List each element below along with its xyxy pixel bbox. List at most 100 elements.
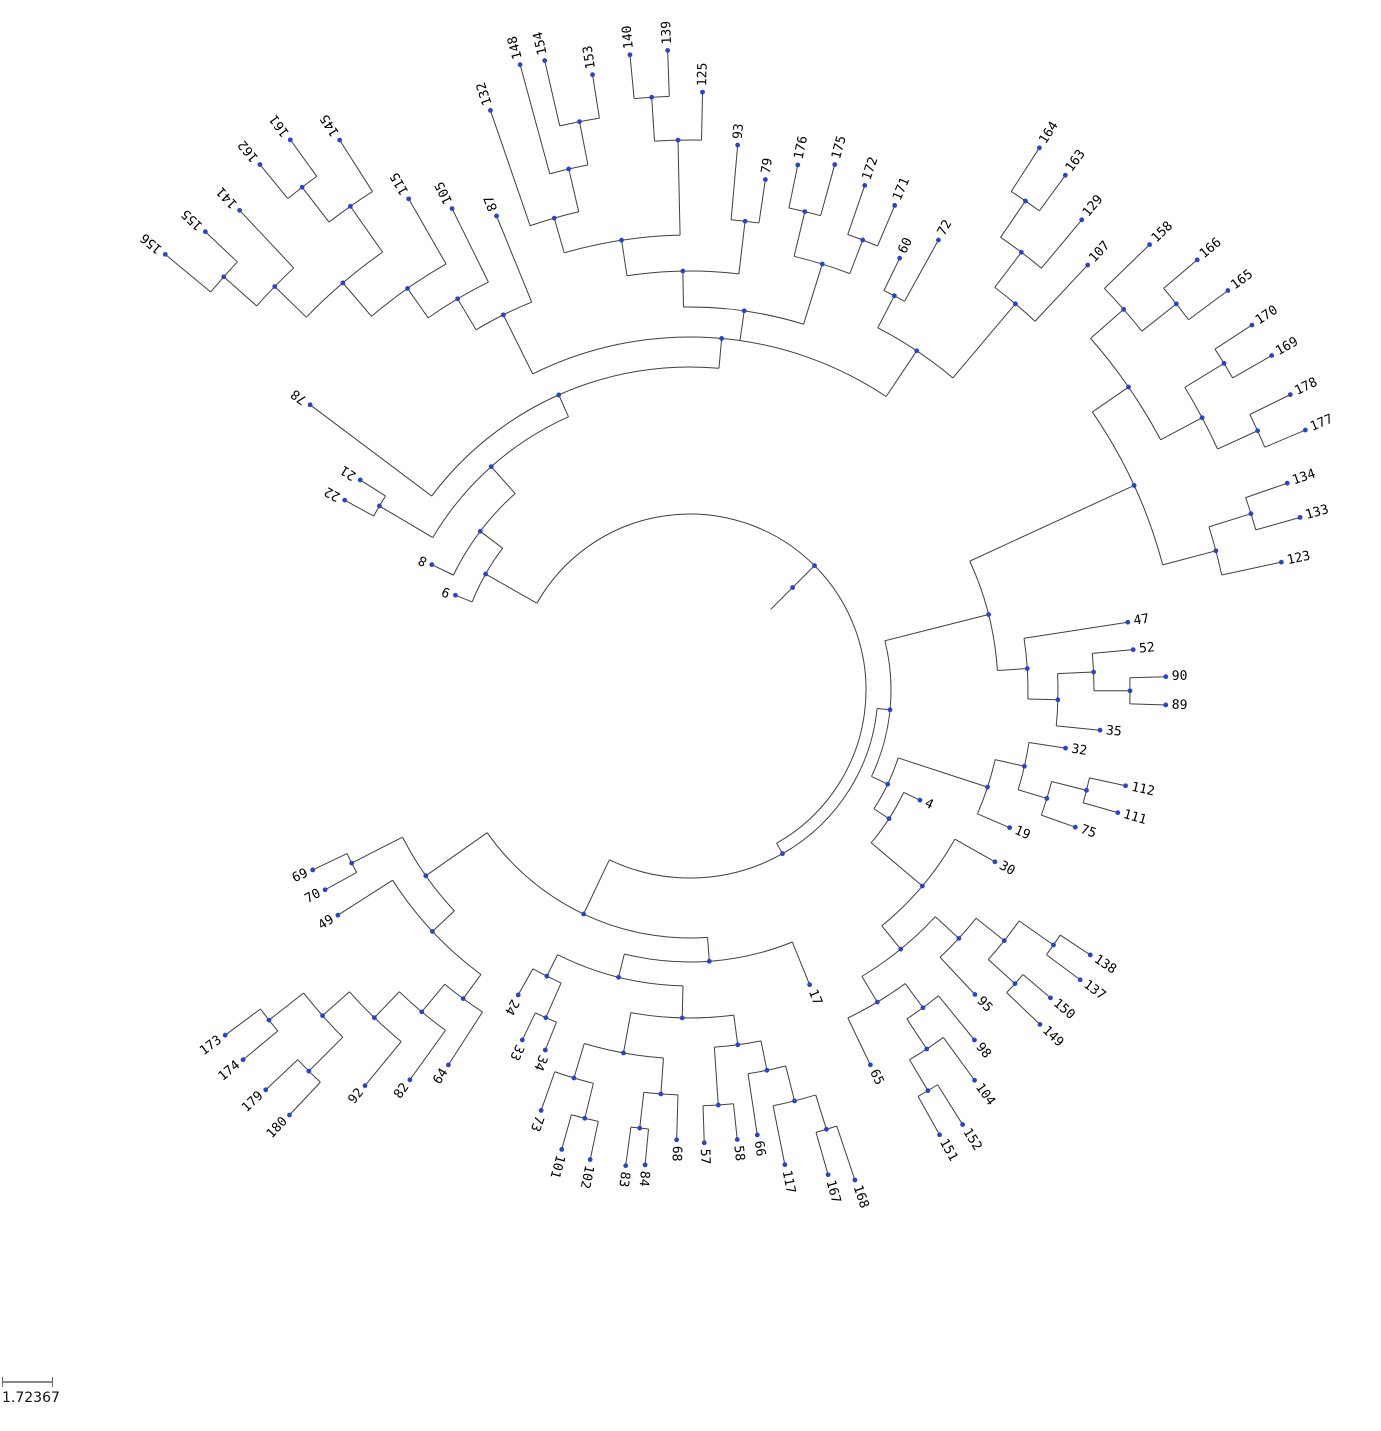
leaf-dot — [1287, 392, 1293, 398]
leaf-dot — [559, 1147, 565, 1152]
leaf-label: 134 — [1290, 466, 1317, 488]
leaf-dot — [446, 1062, 451, 1068]
leaf-label: 179 — [239, 1088, 266, 1115]
branch-line — [1129, 676, 1166, 679]
branch-line — [544, 60, 561, 126]
branch-line — [909, 1059, 929, 1091]
leaf-dot — [335, 912, 341, 918]
leaf-dot — [1079, 217, 1085, 223]
branch-line — [847, 1017, 871, 1066]
leaf-label: 47 — [1133, 612, 1151, 629]
branch-line — [1245, 482, 1288, 499]
internal-node-dot — [405, 286, 410, 291]
internal-node-dot — [885, 781, 891, 787]
leaf-label: 138 — [1091, 952, 1119, 977]
leaf-label: 75 — [1078, 822, 1098, 841]
branch-line — [871, 775, 888, 785]
branch-line — [490, 466, 516, 494]
leaf-label: 171 — [890, 175, 913, 202]
internal-node-dot — [500, 312, 506, 318]
branch-line — [1056, 725, 1101, 731]
branch-line — [1255, 516, 1301, 531]
branch-line — [738, 221, 746, 274]
leaf-dot — [488, 108, 493, 113]
branch-line — [1022, 974, 1051, 999]
leaf-dot — [310, 867, 316, 873]
leaf-label: 19 — [1012, 823, 1032, 843]
branch-line — [772, 1105, 786, 1165]
branch-line — [584, 1083, 594, 1119]
branch-line — [815, 1132, 829, 1175]
branch-line — [1010, 147, 1040, 192]
leaf-label: 111 — [1121, 807, 1148, 828]
leaf-label: 139 — [659, 21, 675, 45]
branch-line — [625, 1126, 632, 1166]
branch-line — [682, 271, 684, 308]
leaf-dot — [972, 1037, 977, 1043]
branch-line — [1092, 649, 1134, 654]
branch-line — [379, 505, 434, 539]
leaf-dot — [1163, 702, 1169, 708]
branch-line — [877, 295, 895, 329]
branch-line — [1141, 303, 1177, 332]
branch-line — [883, 257, 901, 291]
internal-node-dot — [1084, 787, 1089, 793]
branch-line — [274, 286, 307, 318]
branch-line — [701, 92, 704, 141]
leaf-label: 49 — [316, 912, 337, 933]
internal-node-dot — [1248, 511, 1254, 517]
leaf-label: 102 — [577, 1164, 597, 1190]
leaf-label: 90 — [1172, 669, 1188, 684]
leaf-label: 123 — [1286, 549, 1312, 569]
branch-line — [517, 968, 534, 996]
branch-line — [702, 1105, 705, 1143]
branch-line — [409, 1029, 446, 1081]
internal-node-dot — [483, 571, 488, 577]
internal-node-dot — [1024, 666, 1030, 671]
internal-node-dot — [1213, 548, 1219, 554]
branch-line — [1188, 290, 1229, 321]
branch-line — [344, 499, 374, 517]
branch-line — [1034, 264, 1089, 322]
branch-line — [301, 186, 330, 223]
internal-node-dot — [824, 1126, 829, 1132]
branch-line — [224, 1008, 261, 1036]
leaf-label: 156 — [138, 230, 166, 257]
branch-line — [359, 479, 386, 497]
leaf-dot — [1037, 1021, 1043, 1027]
internal-node-dot — [621, 1050, 626, 1056]
internal-node-dot — [423, 873, 429, 879]
branch-line — [903, 791, 921, 801]
leaf-dot — [1269, 353, 1275, 358]
branch-line — [1217, 430, 1258, 450]
internal-node-dot — [956, 935, 962, 941]
leaf-label: 89 — [1172, 698, 1188, 713]
branch-line — [1046, 954, 1081, 981]
leaf-dot — [287, 1112, 292, 1118]
leaf-dot — [538, 1108, 544, 1113]
internal-node-dot — [419, 1009, 425, 1015]
branch-line — [373, 991, 400, 1019]
branch-line — [660, 1058, 664, 1094]
internal-node-dot — [886, 816, 892, 822]
branch-line — [322, 991, 350, 1017]
internal-node-dot — [566, 166, 572, 172]
internal-node-dot — [616, 974, 621, 980]
internal-node-dot — [658, 1091, 664, 1097]
leaf-label: 140 — [620, 25, 637, 50]
leaf-label: 145 — [318, 111, 343, 139]
leaf-label: 83 — [615, 1171, 632, 1189]
branch-line — [739, 310, 745, 341]
branch-line — [339, 139, 373, 192]
internal-node-dot — [1255, 428, 1260, 434]
branch-line — [954, 838, 996, 863]
branch-line — [1208, 513, 1252, 528]
branch-line — [1104, 244, 1150, 289]
leaf-dot — [407, 1077, 413, 1083]
branch-line — [1000, 200, 1026, 238]
leaf-dot — [754, 1132, 760, 1138]
internal-node-dot — [719, 336, 725, 341]
internal-node-dot — [780, 851, 785, 857]
leaf-dot — [762, 177, 768, 182]
branch-line — [455, 594, 473, 603]
